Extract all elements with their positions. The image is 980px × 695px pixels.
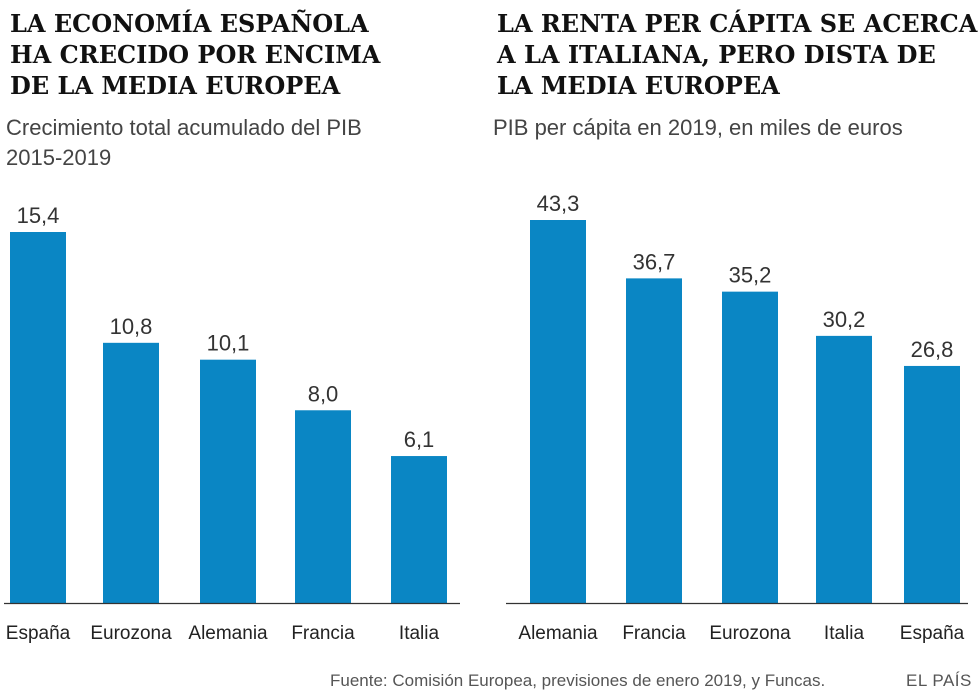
value-label: 30,2 [823, 307, 866, 332]
value-label: 8,0 [308, 381, 339, 406]
category-label: España [6, 623, 71, 644]
value-label: 26,8 [911, 337, 954, 362]
bar-españa [10, 232, 66, 603]
value-label: 10,1 [207, 331, 250, 356]
chart-1-plot: 15,4 España 10,8 Eurozona 10,1 Alemania 8,0 Fra… [4, 203, 460, 644]
bar-eurozona [103, 342, 159, 603]
category-label: Italia [399, 623, 440, 644]
chart-1-title: LA ECONOMÍA ESPAÑOLA HA CRECIDO POR ENCI… [10, 9, 381, 100]
category-label: España [900, 623, 965, 644]
bar-francia [295, 410, 351, 603]
bar-españa [904, 365, 960, 603]
bar-italia [816, 335, 872, 603]
value-label: 15,4 [17, 203, 60, 228]
value-label: 43,3 [537, 191, 580, 216]
bar-italia [391, 456, 447, 603]
source-note: Fuente: Comisión Europea, previsiones de… [330, 671, 826, 690]
bar-francia [626, 278, 682, 603]
bar-alemania [530, 220, 586, 603]
category-label: Eurozona [709, 623, 791, 644]
category-label: Italia [824, 623, 865, 644]
category-label: Alemania [188, 623, 268, 644]
chart-2-plot: 43,3 Alemania 36,7 Francia 35,2 Eurozona 30,2 I… [506, 191, 968, 644]
brand-logo-text: EL PAÍS [906, 671, 972, 690]
value-label: 35,2 [729, 263, 772, 288]
value-label: 6,1 [404, 427, 435, 452]
category-label: Francia [291, 623, 355, 644]
category-label: Francia [622, 623, 686, 644]
category-label: Eurozona [90, 623, 172, 644]
value-label: 10,8 [110, 314, 153, 339]
chart-2-subtitle: PIB per cápita en 2019, en miles de euro… [493, 115, 903, 140]
chart-1-subtitle: Crecimiento total acumulado del PIB 2015… [6, 115, 362, 170]
value-label: 36,7 [633, 249, 676, 274]
chart-2-title: LA RENTA PER CÁPITA SE ACERCA A LA ITALI… [497, 9, 978, 100]
bar-alemania [200, 359, 256, 603]
category-label: Alemania [518, 623, 598, 644]
bar-eurozona [722, 291, 778, 603]
